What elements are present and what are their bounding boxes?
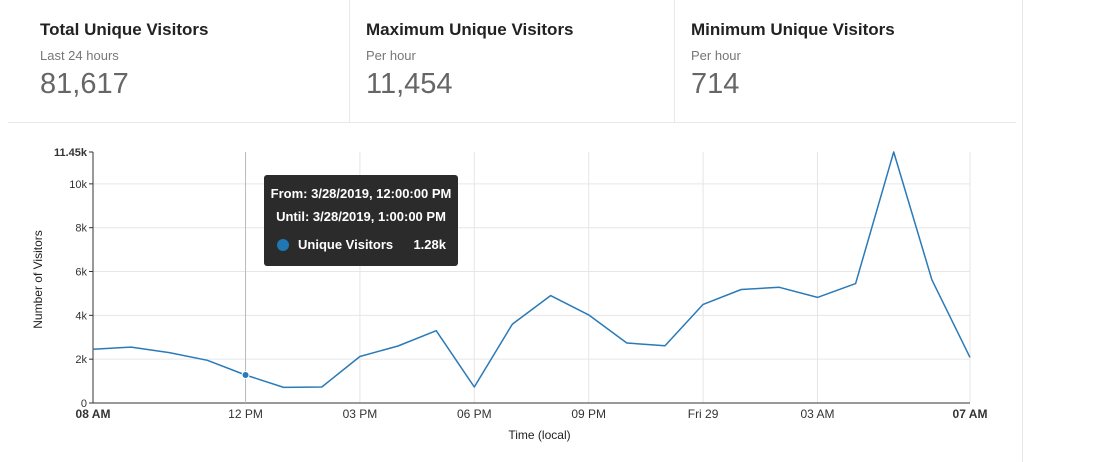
data-point (739, 287, 743, 291)
series-color-dot-icon (277, 239, 289, 251)
highlighted-data-point (241, 370, 250, 379)
data-point (777, 285, 781, 289)
stat-subtitle: Last 24 hours (40, 48, 119, 63)
stat-maximum-unique-visitors: Maximum Unique Visitors Per hour 11,454 (349, 0, 675, 122)
y-tick-label: 4k (75, 310, 87, 322)
x-axis-label: Time (local) (508, 428, 570, 442)
data-point (358, 355, 362, 359)
grid-lines (93, 152, 971, 403)
data-point (892, 150, 896, 154)
x-tick-label: 03 PM (343, 407, 378, 421)
stat-subtitle: Per hour (691, 48, 741, 63)
stat-minimum-unique-visitors: Minimum Unique Visitors Per hour 714 (674, 0, 1017, 122)
stat-total-unique-visitors: Total Unique Visitors Last 24 hours 81,6… (8, 0, 349, 122)
data-point (167, 351, 171, 355)
tooltip-from: From: 3/28/2019, 12:00:00 PM (270, 186, 452, 201)
stat-title: Maximum Unique Visitors (366, 20, 574, 39)
x-tick-label: 07 AM (953, 407, 988, 421)
series-line-unique-visitors (92, 151, 971, 389)
line-chart[interactable]: 0 2k 4k 6k 8k 10k 11.45k 08 AM 12 PM 03 PM 06 PM 09… (8, 0, 1022, 462)
data-point (510, 322, 514, 326)
y-tick-label: 6k (75, 267, 87, 279)
data-point (472, 385, 476, 389)
y-axis-label: Number of Visitors (31, 230, 45, 328)
chart-tooltip: From: 3/28/2019, 12:00:00 PM Until: 3/28… (264, 175, 458, 266)
x-tick-label: 06 PM (457, 407, 492, 421)
data-point (930, 278, 934, 282)
tooltip-value: 1.28k (413, 237, 446, 252)
data-point (815, 295, 819, 299)
x-tick-label: 09 PM (571, 407, 606, 421)
x-tick-label: 12 PM (228, 407, 263, 421)
x-tick-label: 08 AM (76, 407, 111, 421)
data-point (282, 385, 286, 389)
dashboard-panel: Total Unique Visitors Last 24 hours 81,6… (8, 0, 1023, 462)
data-point (129, 345, 133, 349)
stat-title: Total Unique Visitors (40, 20, 209, 39)
y-tick-label: 2k (75, 354, 87, 366)
data-point (854, 282, 858, 286)
y-tick-label: 10k (69, 179, 87, 191)
tick-labels: 0 2k 4k 6k 8k 10k 11.45k 08 AM 12 PM 03 PM 06 PM 09… (54, 147, 988, 421)
data-point (701, 302, 705, 306)
data-point (549, 294, 553, 298)
data-point (320, 385, 324, 389)
stat-value: 11,454 (366, 68, 453, 100)
y-tick-label: 11.45k (54, 147, 88, 159)
data-point (587, 313, 591, 317)
stat-subtitle: Per hour (366, 48, 416, 63)
data-point (205, 358, 209, 362)
data-point (434, 329, 438, 333)
data-point (968, 355, 972, 359)
y-tick-label: 8k (75, 223, 87, 235)
x-tick-label: Fri 29 (688, 407, 719, 421)
stat-title: Minimum Unique Visitors (691, 20, 895, 39)
stat-value: 714 (691, 68, 740, 100)
data-point (663, 344, 667, 348)
data-point (91, 347, 95, 351)
y-tick-label: 0 (81, 398, 87, 410)
tooltip-until: Until: 3/28/2019, 1:00:00 PM (276, 209, 446, 224)
tooltip-series-name: Unique Visitors (298, 237, 394, 252)
data-point (625, 341, 629, 345)
series-line-layer (91, 150, 972, 403)
stat-value: 81,617 (40, 68, 129, 100)
x-tick-label: 03 AM (800, 407, 834, 421)
axes (89, 151, 970, 404)
data-point (396, 344, 400, 348)
stats-row: Total Unique Visitors Last 24 hours 81,6… (8, 0, 1016, 123)
